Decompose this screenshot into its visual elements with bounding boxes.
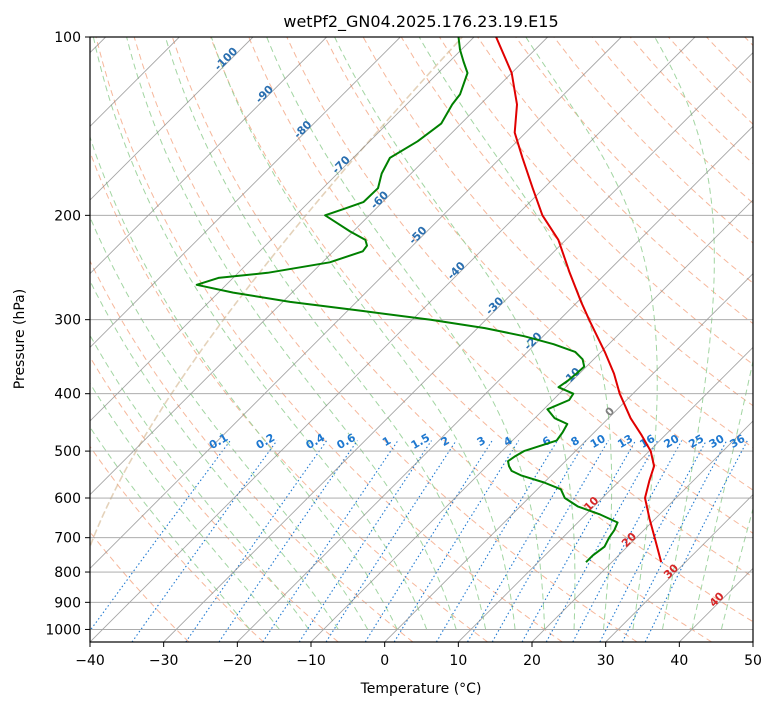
mixing-ratio-line bbox=[545, 440, 659, 642]
mixing-ratio-line bbox=[131, 440, 278, 642]
x-tick-label: 40 bbox=[670, 653, 688, 669]
isotherm-line bbox=[310, 199, 753, 642]
isotherm-line bbox=[90, 37, 254, 201]
y-tick-label: 200 bbox=[54, 208, 81, 224]
dewpoint-profile-line bbox=[195, 37, 619, 563]
y-axis-label: Pressure (hPa) bbox=[12, 289, 28, 389]
isotherm-line bbox=[458, 346, 753, 642]
x-tick-label: −10 bbox=[296, 653, 326, 669]
y-tick-label: 700 bbox=[54, 531, 81, 547]
mixing-ratio-line bbox=[262, 440, 399, 642]
chart-title: wetPf2_GN04.2025.176.23.19.E15 bbox=[283, 12, 558, 32]
x-tick-label: 30 bbox=[597, 653, 615, 669]
x-tick-label: 10 bbox=[449, 653, 467, 669]
mixing-ratio-line bbox=[90, 440, 231, 632]
x-tick-label: 50 bbox=[744, 653, 762, 669]
moist-adiabat-line bbox=[90, 334, 310, 630]
moist-adiabat-line bbox=[90, 135, 398, 630]
isotherm-line bbox=[90, 37, 622, 569]
dry-adiabat-line bbox=[90, 356, 339, 642]
y-tick-label: 800 bbox=[54, 565, 81, 581]
dry-adiabat-line bbox=[90, 445, 264, 642]
dry-adiabat-line bbox=[248, 37, 753, 578]
isotherm-line bbox=[531, 420, 753, 642]
y-tick-label: 500 bbox=[54, 444, 81, 460]
mixing-ratio-line bbox=[491, 440, 609, 642]
dry-adiabat-line bbox=[95, 37, 563, 642]
y-tick-label: 100 bbox=[54, 30, 81, 46]
mixing-ratio-line bbox=[644, 440, 748, 642]
x-tick-label: −40 bbox=[75, 653, 105, 669]
x-tick-label: 0 bbox=[380, 653, 389, 669]
isotherm-line bbox=[163, 52, 753, 642]
isotherm-line bbox=[90, 37, 401, 348]
mixing-ratio-line bbox=[572, 440, 683, 642]
moist-adiabat-line bbox=[92, 37, 428, 630]
dry-adiabat-line bbox=[171, 37, 712, 642]
y-axis: 100 200 300 400 500 600 700 800 900 1000 bbox=[45, 30, 90, 638]
temperature-profile-line bbox=[495, 37, 663, 563]
moist-adiabat-line bbox=[525, 37, 658, 630]
mixing-ratio-line bbox=[467, 440, 587, 642]
y-tick-label: 1000 bbox=[45, 622, 81, 638]
series-layer bbox=[195, 37, 663, 563]
x-tick-label: 20 bbox=[523, 653, 541, 669]
dry-adiabat-line bbox=[515, 37, 753, 284]
moist-adiabat-line bbox=[720, 506, 753, 630]
isotherm-line bbox=[384, 273, 753, 642]
y-tick-label: 300 bbox=[54, 313, 81, 329]
moist-adiabat-line bbox=[654, 37, 715, 630]
isotherm-line bbox=[90, 37, 475, 422]
x-tick-label: −20 bbox=[223, 653, 253, 669]
plot-frame bbox=[89, 36, 754, 643]
mixing-ratio-line bbox=[364, 440, 493, 642]
moist-adiabat-line bbox=[126, 37, 457, 630]
mixing-ratio-line bbox=[435, 440, 558, 642]
moist-adiabat-line bbox=[90, 215, 369, 630]
moist-adiabat-line bbox=[210, 37, 516, 630]
dry-adiabat-line bbox=[324, 37, 753, 491]
x-tick-label: −30 bbox=[149, 653, 179, 669]
y-tick-label: 400 bbox=[54, 387, 81, 403]
y-tick-label: 600 bbox=[54, 491, 81, 507]
moist-adiabat-line bbox=[90, 382, 280, 630]
mixing-ratio-line bbox=[298, 440, 432, 642]
dry-adiabat-line bbox=[90, 259, 414, 642]
moist-adiabat-line bbox=[164, 37, 487, 630]
moist-adiabat-line bbox=[90, 279, 339, 630]
isotherm-line bbox=[90, 37, 696, 642]
moist-adiabat-line bbox=[90, 426, 251, 630]
dry-adiabat-line bbox=[210, 37, 753, 623]
x-axis: −40 −30 −20 −10 0 10 20 30 40 50 bbox=[75, 642, 762, 669]
y-tick-label: 900 bbox=[54, 595, 81, 611]
mixing-ratio-line bbox=[185, 440, 328, 642]
mixing-ratio-line bbox=[325, 440, 457, 642]
lcl-curve-line bbox=[90, 37, 463, 549]
mixing-ratio-line bbox=[521, 440, 637, 642]
isotherm-line bbox=[90, 37, 548, 496]
dry-adiabat-line bbox=[286, 37, 753, 534]
moist-adiabat-line bbox=[691, 358, 753, 630]
x-axis-label: Temperature (°C) bbox=[360, 681, 482, 697]
isotherm-line bbox=[90, 37, 327, 275]
isotherm-line bbox=[605, 494, 753, 642]
